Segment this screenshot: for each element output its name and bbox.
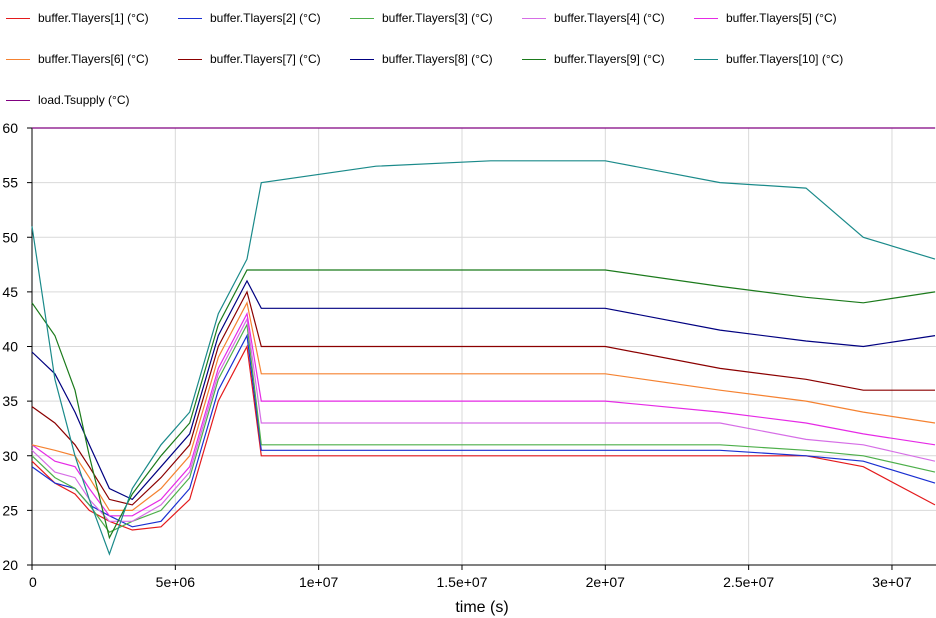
x-tick-label-4: 2e+07 xyxy=(586,574,626,590)
y-tick-label-5: 45 xyxy=(2,284,18,300)
series-line-8 xyxy=(31,279,936,501)
legend-swatch-1 xyxy=(6,17,30,19)
series-line-4 xyxy=(31,317,936,522)
series-line-3 xyxy=(31,322,936,533)
legend-swatch-7 xyxy=(178,58,202,60)
y-tick-label-6: 50 xyxy=(2,229,18,245)
legend-label-1: buffer.Tlayers[1] (°C) xyxy=(38,11,149,25)
legend-item-1: buffer.Tlayers[1] (°C) xyxy=(6,10,149,26)
legend-label-2: buffer.Tlayers[2] (°C) xyxy=(210,11,321,25)
series-layer xyxy=(31,127,936,556)
legend-swatch-4 xyxy=(522,17,546,19)
x-axis: 0 5e+06 1e+07 1.5e+07 2e+07 2.5e+07 3e+07 xyxy=(29,565,912,590)
y-tick-label-8: 60 xyxy=(2,120,18,136)
y-tick-label-1: 25 xyxy=(2,502,18,518)
legend-item-5: buffer.Tlayers[5] (°C) xyxy=(694,10,837,26)
x-axis-title: time (s) xyxy=(455,599,508,616)
x-tick-label-6: 3e+07 xyxy=(872,574,912,590)
legend-item-10: buffer.Tlayers[10] (°C) xyxy=(694,51,843,67)
legend-item-7: buffer.Tlayers[7] (°C) xyxy=(178,51,321,67)
legend: buffer.Tlayers[1] (°C) buffer.Tlayers[2] … xyxy=(0,0,936,120)
y-axis: 20 25 30 35 40 45 50 55 60 xyxy=(2,120,32,573)
legend-item-9: buffer.Tlayers[9] (°C) xyxy=(522,51,665,67)
legend-label-9: buffer.Tlayers[9] (°C) xyxy=(554,52,665,66)
legend-swatch-2 xyxy=(178,17,202,19)
y-tick-label-3: 35 xyxy=(2,393,18,409)
legend-label-5: buffer.Tlayers[5] (°C) xyxy=(726,11,837,25)
legend-swatch-3 xyxy=(350,17,374,19)
legend-swatch-5 xyxy=(694,17,718,19)
legend-item-3: buffer.Tlayers[3] (°C) xyxy=(350,10,493,26)
series-line-5 xyxy=(31,311,936,517)
y-tick-label-7: 55 xyxy=(2,175,18,191)
series-line-10 xyxy=(31,160,936,556)
y-tick-label-4: 40 xyxy=(2,339,18,355)
series-line-1 xyxy=(31,344,936,531)
legend-label-3: buffer.Tlayers[3] (°C) xyxy=(382,11,493,25)
series-line-9 xyxy=(31,269,936,540)
legend-item-8: buffer.Tlayers[8] (°C) xyxy=(350,51,493,67)
legend-label-7: buffer.Tlayers[7] (°C) xyxy=(210,52,321,66)
legend-label-11: load.Tsupply (°C) xyxy=(38,93,130,107)
legend-label-4: buffer.Tlayers[4] (°C) xyxy=(554,11,665,25)
x-tick-label-0: 0 xyxy=(29,574,37,590)
y-tick-label-2: 30 xyxy=(2,448,18,464)
legend-swatch-6 xyxy=(6,58,30,60)
legend-swatch-11 xyxy=(6,99,30,101)
legend-item-2: buffer.Tlayers[2] (°C) xyxy=(178,10,321,26)
y-tick-label-0: 20 xyxy=(2,557,18,573)
series-line-7 xyxy=(31,290,935,506)
legend-swatch-9 xyxy=(522,58,546,60)
x-tick-label-2: 1e+07 xyxy=(299,574,339,590)
legend-swatch-8 xyxy=(350,58,374,60)
legend-item-4: buffer.Tlayers[4] (°C) xyxy=(522,10,665,26)
legend-label-6: buffer.Tlayers[6] (°C) xyxy=(38,52,149,66)
x-tick-label-1: 5e+06 xyxy=(156,574,196,590)
legend-swatch-10 xyxy=(694,58,718,60)
legend-label-8: buffer.Tlayers[8] (°C) xyxy=(382,52,493,66)
x-tick-label-5: 2.5e+07 xyxy=(723,574,774,590)
series-line-6 xyxy=(31,301,936,511)
x-tick-label-3: 1.5e+07 xyxy=(436,574,487,590)
legend-item-11: load.Tsupply (°C) xyxy=(6,92,130,108)
legend-item-6: buffer.Tlayers[6] (°C) xyxy=(6,51,149,67)
legend-label-10: buffer.Tlayers[10] (°C) xyxy=(726,52,844,66)
